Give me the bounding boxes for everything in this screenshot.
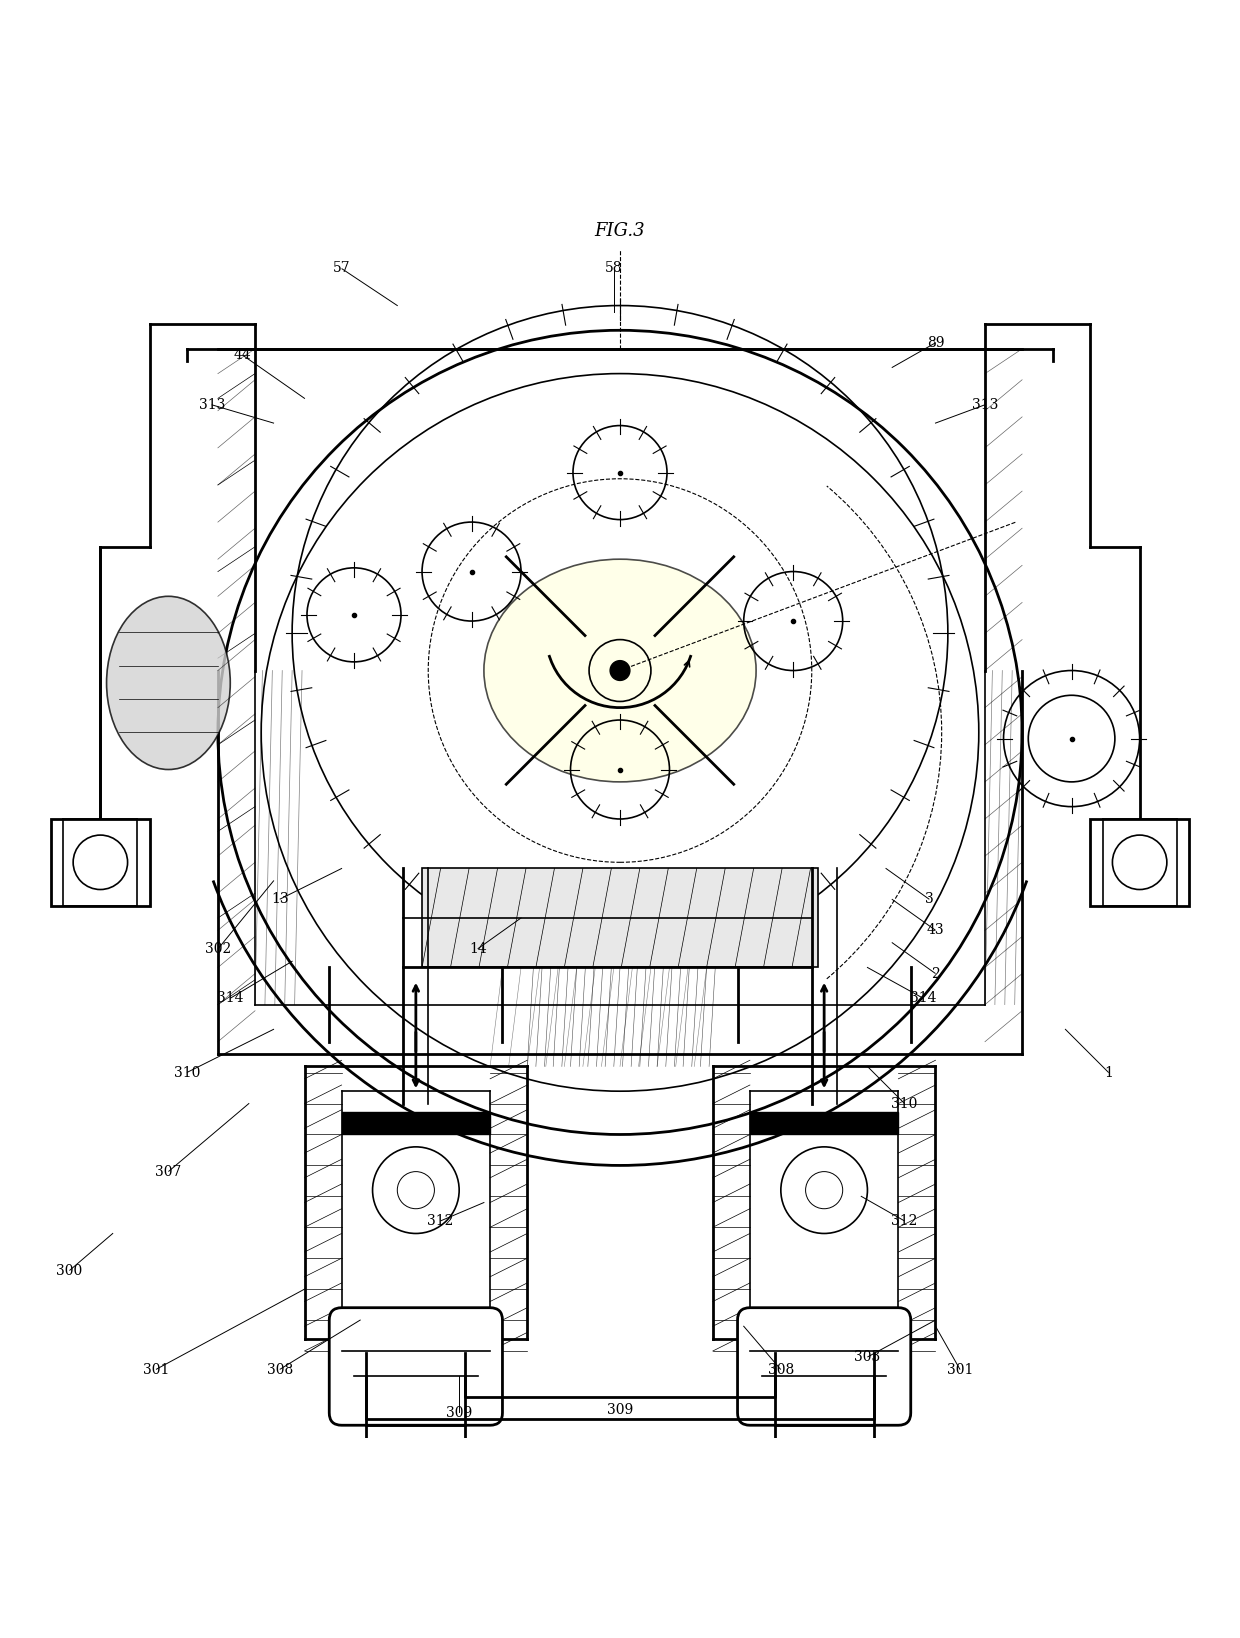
Text: 309: 309 — [606, 1404, 634, 1417]
Text: 3: 3 — [925, 893, 934, 906]
Text: 303: 303 — [854, 1350, 880, 1364]
Text: 2: 2 — [931, 966, 940, 981]
Bar — [750, 1112, 898, 1135]
Text: 89: 89 — [926, 336, 944, 349]
Text: 310: 310 — [174, 1066, 200, 1079]
Text: FIG.3: FIG.3 — [595, 223, 645, 241]
Text: 310: 310 — [892, 1096, 918, 1111]
Text: 312: 312 — [892, 1214, 918, 1228]
Circle shape — [610, 660, 630, 680]
Text: 57: 57 — [332, 262, 351, 275]
Text: 301: 301 — [143, 1363, 169, 1376]
Ellipse shape — [484, 559, 756, 781]
Text: 43: 43 — [926, 924, 945, 937]
Text: 14: 14 — [469, 942, 486, 957]
Text: 44: 44 — [234, 347, 252, 362]
Text: 309: 309 — [446, 1405, 472, 1420]
Text: 314: 314 — [910, 991, 936, 1006]
Text: 302: 302 — [205, 942, 231, 957]
Text: 314: 314 — [217, 991, 243, 1006]
Text: 313: 313 — [198, 398, 224, 411]
Text: 312: 312 — [428, 1214, 454, 1228]
FancyBboxPatch shape — [1090, 819, 1189, 906]
Text: 301: 301 — [947, 1363, 973, 1376]
Text: 1: 1 — [1105, 1066, 1114, 1079]
Text: 307: 307 — [155, 1165, 181, 1179]
Text: 308: 308 — [768, 1363, 794, 1376]
Bar — [342, 1112, 490, 1135]
Text: 313: 313 — [972, 398, 998, 411]
Ellipse shape — [107, 596, 231, 770]
Text: 58: 58 — [605, 262, 622, 275]
Text: 300: 300 — [56, 1263, 83, 1278]
Bar — [422, 868, 818, 968]
FancyBboxPatch shape — [330, 1307, 502, 1425]
Text: 13: 13 — [272, 893, 289, 906]
FancyBboxPatch shape — [738, 1307, 910, 1425]
FancyBboxPatch shape — [51, 819, 150, 906]
Text: 308: 308 — [267, 1363, 293, 1376]
